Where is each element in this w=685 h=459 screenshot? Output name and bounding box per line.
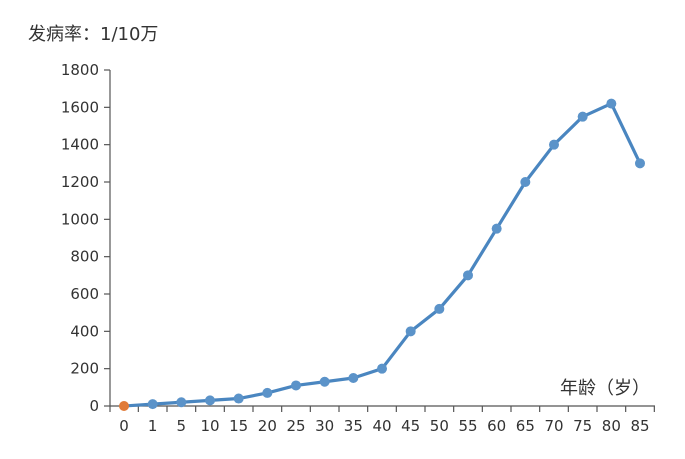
x-tick-label: 35 — [344, 417, 363, 435]
x-tick-label: 10 — [200, 417, 219, 435]
data-point — [291, 380, 301, 391]
x-tick-label: 65 — [516, 417, 535, 435]
y-tick-label: 600 — [70, 285, 99, 303]
data-point — [549, 139, 559, 150]
series-line — [122, 101, 642, 408]
x-tick-label: 75 — [573, 417, 592, 435]
data-point — [491, 223, 502, 234]
y-tick-label: 800 — [70, 248, 99, 266]
data-point — [119, 401, 129, 411]
data-point — [377, 363, 387, 374]
y-axis-label: 发病率：1/10万 — [28, 24, 158, 45]
x-tick-label: 55 — [458, 417, 477, 435]
x-tick-label: 80 — [602, 417, 621, 435]
x-tick-label: 0 — [119, 417, 129, 435]
y-tick-label: 400 — [70, 322, 99, 340]
x-tick-label: 70 — [544, 417, 563, 435]
x-tick-label: 60 — [487, 417, 506, 435]
data-point — [233, 393, 244, 404]
y-tick-label: 1800 — [61, 61, 99, 79]
x-tick-label: 1 — [148, 417, 158, 435]
y-tick-label: 200 — [70, 360, 99, 378]
y-tick-label: 0 — [89, 397, 99, 415]
data-point — [463, 270, 473, 281]
data-point — [348, 373, 359, 383]
data-point — [176, 397, 187, 408]
y-tick-label: 1600 — [61, 98, 99, 116]
x-tick-label: 30 — [315, 417, 334, 435]
data-point — [577, 111, 588, 122]
data-point — [635, 158, 645, 169]
x-axis-label: 年龄（岁） — [560, 378, 650, 399]
y-tick-label: 1200 — [61, 173, 99, 191]
series-marks — [119, 98, 645, 411]
y-tick-label: 1400 — [61, 136, 99, 154]
y-tick-label: 1000 — [61, 210, 99, 228]
x-tick-label: 20 — [258, 417, 277, 435]
data-point — [405, 326, 416, 337]
x-tick-label: 50 — [430, 417, 449, 435]
x-tick-label: 85 — [630, 417, 649, 435]
x-tick-label: 15 — [229, 417, 248, 435]
data-point — [205, 395, 215, 406]
data-point — [434, 303, 445, 314]
x-tick-label: 25 — [286, 417, 305, 435]
data-point — [262, 387, 273, 398]
data-point — [520, 177, 531, 187]
data-point — [606, 98, 617, 109]
data-point — [147, 399, 158, 410]
data-point — [319, 376, 330, 387]
x-tick-label: 45 — [401, 417, 420, 435]
x-tick-label: 5 — [177, 417, 187, 435]
x-tick-label: 40 — [372, 417, 391, 435]
